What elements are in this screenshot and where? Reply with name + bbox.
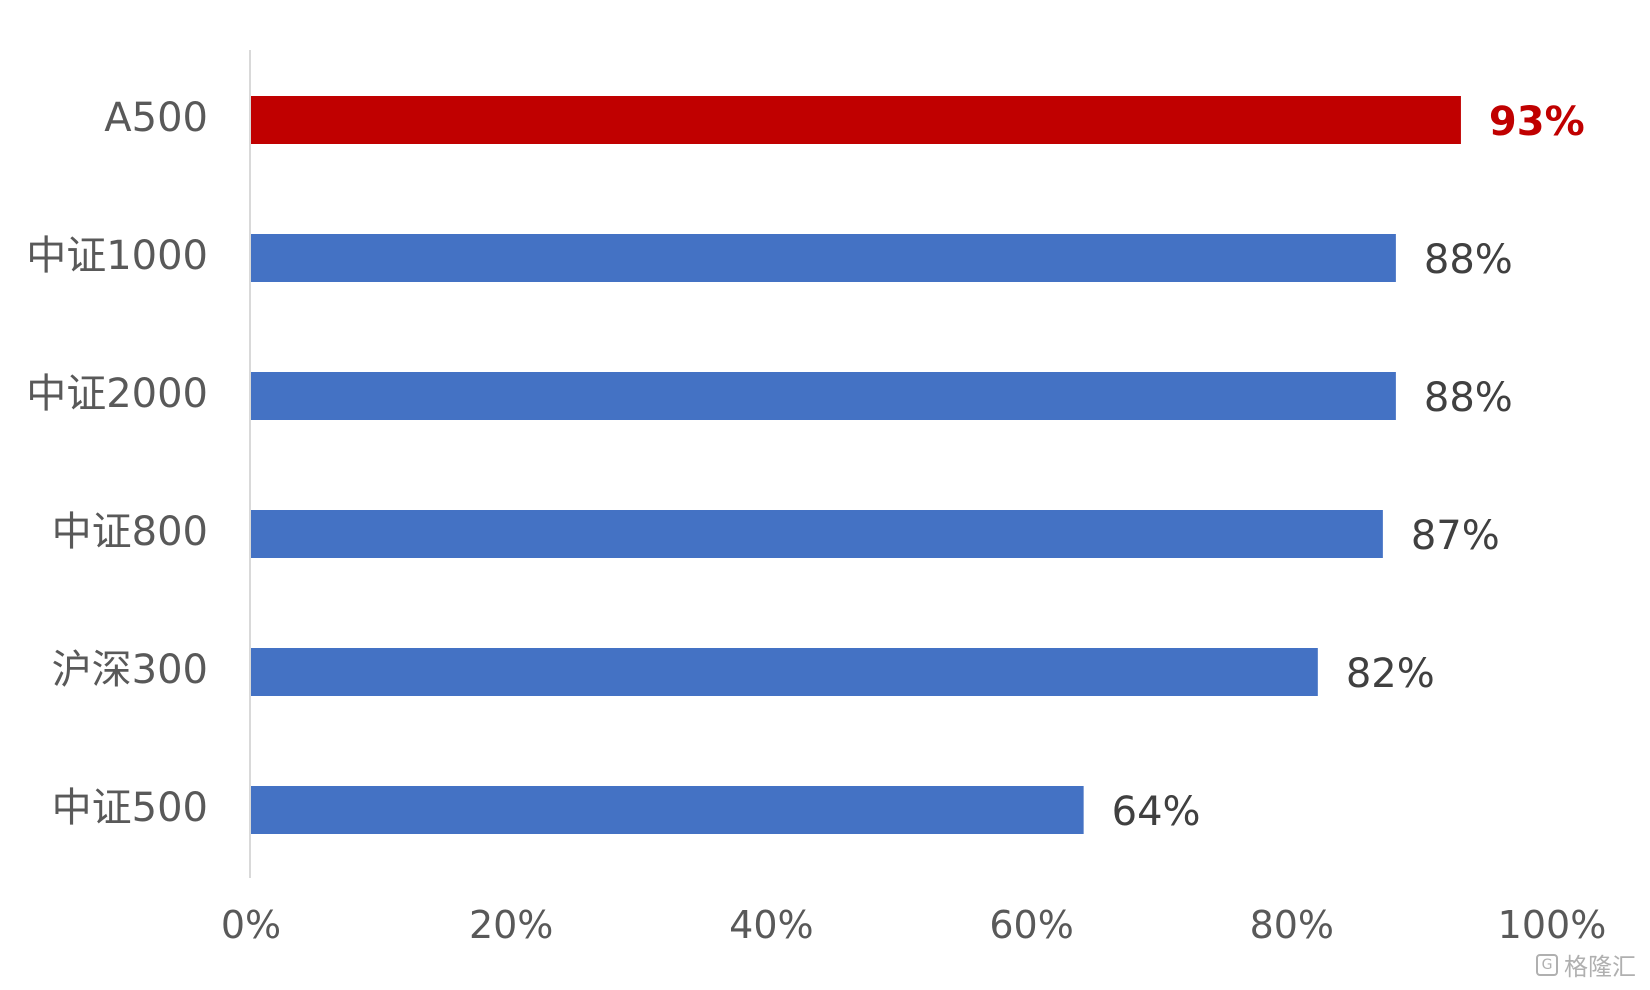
- data-label-1: 88%: [1424, 237, 1513, 283]
- category-label-2: 中证2000: [26, 371, 208, 417]
- category-label-0: A500: [104, 95, 208, 141]
- watermark-text: 格隆汇: [1564, 953, 1636, 981]
- data-label-0: 93%: [1489, 99, 1585, 145]
- x-tick-label-0: 0%: [221, 903, 281, 947]
- bar-0: [251, 96, 1461, 144]
- category-label-5: 中证500: [52, 785, 208, 831]
- category-label-1: 中证1000: [26, 233, 208, 279]
- x-tick-label-3: 60%: [989, 903, 1073, 947]
- data-labels: 93% 88% 88% 87% 82% 64%: [1112, 99, 1585, 835]
- x-tick-labels: 0% 20% 40% 60% 80% 100%: [221, 903, 1606, 947]
- bar-5: [251, 786, 1084, 834]
- x-tick-label-2: 40%: [729, 903, 813, 947]
- bar-1: [251, 234, 1396, 282]
- x-tick-label-1: 20%: [469, 903, 553, 947]
- data-label-5: 64%: [1112, 789, 1201, 835]
- watermark: G 格隆汇: [1536, 947, 1636, 982]
- x-tick-label-5: 100%: [1498, 903, 1607, 947]
- bar-4: [251, 648, 1318, 696]
- gelonghui-logo-icon: G: [1536, 953, 1558, 976]
- bars-group: [251, 96, 1461, 834]
- category-labels: A500 中证1000 中证2000 中证800 沪深300 中证500: [26, 95, 208, 831]
- category-label-3: 中证800: [52, 509, 208, 555]
- bar-3: [251, 510, 1383, 558]
- x-tick-label-4: 80%: [1250, 903, 1334, 947]
- category-label-4: 沪深300: [52, 647, 208, 693]
- data-label-3: 87%: [1411, 513, 1500, 559]
- data-label-2: 88%: [1424, 375, 1513, 421]
- bar-2: [251, 372, 1396, 420]
- data-label-4: 82%: [1346, 651, 1435, 697]
